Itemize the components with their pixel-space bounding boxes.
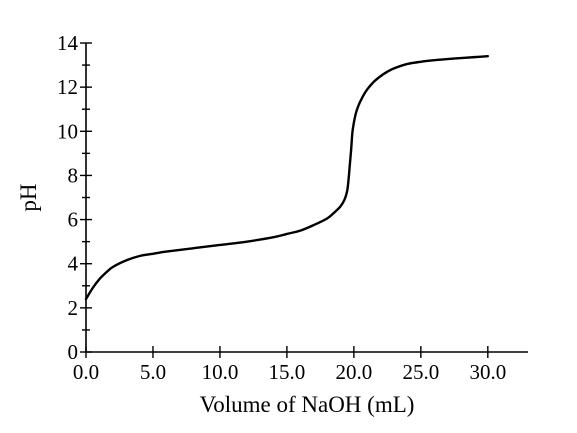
titration-curve — [84, 55, 490, 301]
x-tick-label: 15.0 — [269, 360, 306, 384]
y-tick-label: 8 — [68, 163, 79, 187]
x-axis-title: Volume of NaOH (mL) — [200, 392, 415, 417]
y-tick-label: 2 — [68, 296, 79, 320]
x-ticks: 0.0 5.0 10.0 15.0 20.0 25.0 30.0 — [73, 346, 506, 384]
x-tick-label: 30.0 — [469, 360, 506, 384]
y-tick-label: 0 — [68, 340, 79, 364]
y-tick-label: 10 — [57, 119, 78, 143]
y-tick-label: 12 — [57, 75, 78, 99]
x-tick-label: 20.0 — [336, 360, 373, 384]
y-axis-title: pH — [16, 183, 41, 211]
x-tick-label: 10.0 — [202, 360, 239, 384]
y-tick-label: 4 — [68, 252, 79, 276]
y-tick-label: 14 — [57, 31, 79, 55]
x-tick-label: 0.0 — [73, 360, 99, 384]
y-ticks: 0 2 4 6 8 10 12 14 — [57, 31, 92, 364]
x-tick-label: 5.0 — [140, 360, 166, 384]
x-tick-label: 25.0 — [402, 360, 439, 384]
y-tick-label: 6 — [68, 208, 79, 232]
